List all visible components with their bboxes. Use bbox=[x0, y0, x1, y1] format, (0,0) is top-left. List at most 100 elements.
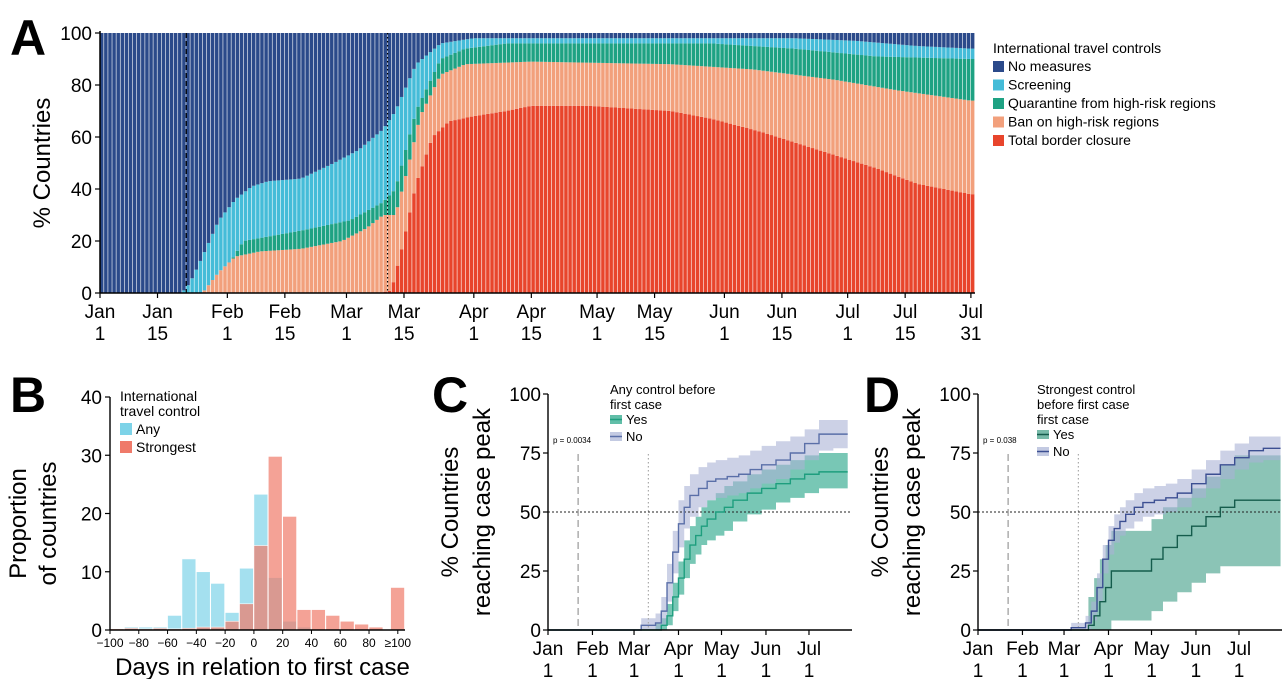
bar-no-measures-day-55 bbox=[321, 33, 326, 168]
bar-quarantine-from-high-risk-regions-day-45 bbox=[280, 233, 285, 250]
bar-screening-day-45 bbox=[280, 180, 285, 234]
bar-ban-on-high-risk-regions-day-213 bbox=[970, 100, 975, 195]
bar-ban-on-high-risk-regions-day-124 bbox=[605, 63, 609, 107]
bar-no-measures-day-170 bbox=[794, 33, 798, 39]
bar-ban-on-high-risk-regions-day-37 bbox=[247, 253, 252, 293]
x-tick-month-4: May bbox=[704, 639, 740, 660]
bar-ban-on-high-risk-regions-day-157 bbox=[740, 68, 745, 127]
bar-ban-on-high-risk-regions-day-201 bbox=[921, 93, 926, 185]
bar-no-measures-day-85 bbox=[445, 33, 449, 43]
p-value: p = 0.0034 bbox=[553, 436, 592, 445]
y-tick-label-0: 0 bbox=[530, 621, 541, 642]
bar-ban-on-high-risk-regions-day-196 bbox=[901, 91, 905, 179]
bar-no-measures-day-107 bbox=[535, 33, 539, 39]
bar-no-measures-day-140 bbox=[671, 33, 675, 39]
bar-screening-day-79 bbox=[420, 59, 424, 98]
bar-screening-day-22 bbox=[186, 285, 190, 293]
bar-ban-on-high-risk-regions-day-197 bbox=[905, 91, 909, 180]
bar-ban-on-high-risk-regions-day-210 bbox=[958, 99, 963, 193]
bar-total-border-closure-day-172 bbox=[802, 145, 806, 293]
bar-ban-on-high-risk-regions-day-77 bbox=[412, 142, 416, 194]
bar-screening-day-180 bbox=[835, 40, 839, 53]
bar-total-border-closure-day-157 bbox=[740, 126, 745, 293]
bar-screening-day-35 bbox=[239, 194, 244, 245]
bar-total-border-closure-day-154 bbox=[728, 123, 733, 294]
bar-ban-on-high-risk-regions-day-123 bbox=[601, 62, 605, 107]
bar-screening-day-142 bbox=[679, 38, 683, 44]
stacked-bars bbox=[100, 33, 975, 294]
bar-no-measures-day-79 bbox=[420, 33, 424, 59]
bar-screening-day-198 bbox=[909, 45, 913, 58]
bar-screening-day-146 bbox=[695, 38, 700, 44]
bar-ban-on-high-risk-regions-day-183 bbox=[847, 82, 852, 160]
bar-no-measures-day-66 bbox=[367, 33, 371, 142]
y-axis-title-line-1: Proportion bbox=[5, 468, 32, 579]
bar-total-border-closure-day-180 bbox=[835, 155, 839, 293]
x-tick-day-7: 15 bbox=[521, 324, 542, 345]
step-line-no bbox=[548, 433, 848, 631]
bar-ban-on-high-risk-regions-day-198 bbox=[909, 92, 913, 182]
bar-total-border-closure-day-184 bbox=[851, 161, 856, 293]
bar-ban-on-high-risk-regions-day-46 bbox=[284, 249, 289, 293]
bar-screening-day-80 bbox=[424, 55, 429, 90]
bar-quarantine-from-high-risk-regions-day-93 bbox=[477, 46, 482, 64]
bar-ban-on-high-risk-regions-day-90 bbox=[465, 64, 470, 118]
bar-screening-day-50 bbox=[301, 177, 305, 231]
x-tick-month-2: Mar bbox=[618, 639, 651, 660]
bar-total-border-closure-day-105 bbox=[527, 106, 531, 293]
bar-no-measures-day-92 bbox=[473, 33, 478, 39]
legend-label-yes: Yes bbox=[626, 412, 648, 427]
bar-ban-on-high-risk-regions-day-42 bbox=[268, 250, 272, 293]
bar-ban-on-high-risk-regions-day-91 bbox=[469, 63, 474, 117]
bar-ban-on-high-risk-regions-day-125 bbox=[609, 63, 613, 108]
bar-total-border-closure-day-175 bbox=[814, 149, 819, 293]
bar-no-measures-day-70 bbox=[383, 33, 387, 127]
bar-no-measures-day-125 bbox=[609, 33, 613, 39]
bar-quarantine-from-high-risk-regions-day-127 bbox=[617, 43, 622, 64]
bar-screening-day-211 bbox=[962, 48, 967, 59]
bar-screening-day-28 bbox=[210, 233, 215, 280]
bar-screening-day-120 bbox=[588, 38, 593, 44]
bar-screening-day-29 bbox=[215, 224, 219, 275]
bar-ban-on-high-risk-regions-day-55 bbox=[321, 244, 326, 293]
bar-ban-on-high-risk-regions-day-200 bbox=[917, 93, 921, 185]
legend-title-line-1: Strongest control bbox=[1037, 382, 1135, 397]
bar-quarantine-from-high-risk-regions-day-92 bbox=[473, 47, 478, 64]
bar-screening-day-100 bbox=[506, 38, 511, 44]
bar-ban-on-high-risk-regions-day-93 bbox=[477, 63, 482, 116]
x-tick-label-5: 0 bbox=[251, 636, 258, 650]
bar-ban-on-high-risk-regions-day-115 bbox=[568, 62, 572, 106]
bar-ban-on-high-risk-regions-day-108 bbox=[539, 61, 544, 106]
bar-total-border-closure-day-160 bbox=[753, 130, 757, 293]
bar-ban-on-high-risk-regions-day-161 bbox=[757, 70, 761, 132]
bar-screening-day-163 bbox=[765, 38, 769, 47]
bar-screening-day-160 bbox=[753, 38, 757, 47]
bar-quarantine-from-high-risk-regions-day-153 bbox=[724, 44, 728, 68]
bar-no-measures-day-62 bbox=[350, 33, 355, 154]
bar-total-border-closure-day-169 bbox=[790, 141, 794, 293]
legend-label-2: Quarantine from high-risk regions bbox=[1008, 95, 1216, 111]
bar-ban-on-high-risk-regions-day-190 bbox=[876, 87, 880, 169]
bar-total-border-closure-day-97 bbox=[494, 112, 498, 294]
bar-screening-day-87 bbox=[453, 41, 457, 53]
bar-screening-day-195 bbox=[896, 44, 901, 58]
x-tick-month-8: May bbox=[579, 302, 615, 323]
bar-total-border-closure-day-114 bbox=[564, 105, 568, 293]
bar-ban-on-high-risk-regions-day-92 bbox=[473, 63, 478, 116]
bar-total-border-closure-day-121 bbox=[592, 106, 597, 293]
legend-title-line-2: first case bbox=[610, 397, 662, 412]
bar-total-border-closure-day-151 bbox=[716, 120, 720, 294]
bar-no-measures-day-155 bbox=[732, 33, 737, 39]
bar-total-border-closure-day-192 bbox=[884, 172, 889, 293]
bar-ban-on-high-risk-regions-day-128 bbox=[621, 63, 626, 109]
x-tick-day-4: 1 bbox=[341, 324, 352, 345]
legend-swatch-0 bbox=[993, 61, 1004, 72]
bar-no-measures-day-102 bbox=[514, 33, 519, 39]
bar-total-border-closure-day-118 bbox=[580, 105, 585, 293]
bar-screening-day-53 bbox=[313, 171, 318, 228]
y-tick-label-25: 25 bbox=[520, 562, 541, 583]
bar-no-measures-day-2 bbox=[104, 33, 108, 293]
x-tick-label-4: −20 bbox=[215, 636, 236, 650]
panel-c: C0255075100Jan1Feb1Mar1Apr1May1Jun1Jul1%… bbox=[432, 367, 852, 679]
bar-no-measures-day-190 bbox=[876, 33, 880, 43]
